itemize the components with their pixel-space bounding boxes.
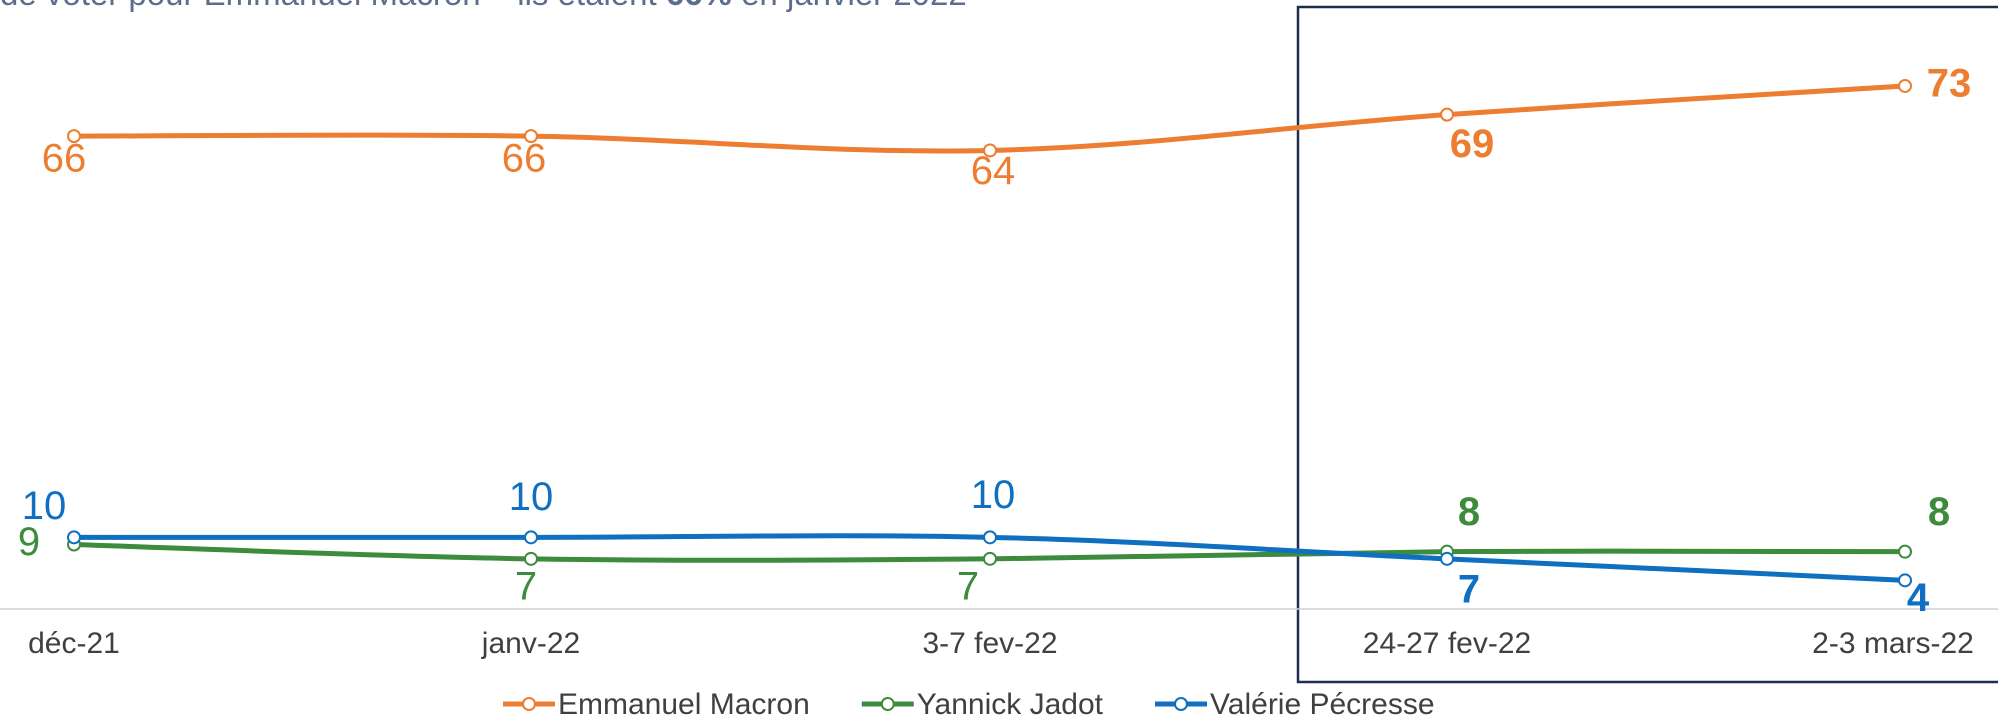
x-tick-label: 24-27 fev-22 — [1363, 627, 1531, 660]
series-line — [73, 83, 1906, 154]
subtitle-part: en janvier 2022 — [732, 0, 967, 12]
value-label: 4 — [1907, 576, 1930, 620]
point-marker — [983, 143, 997, 158]
point-marker — [524, 551, 538, 566]
value-label: 8 — [1458, 490, 1480, 534]
value-label: 64 — [971, 149, 1016, 193]
legend-marker — [1174, 697, 1188, 711]
point-marker — [1898, 573, 1912, 588]
point-marker — [983, 551, 997, 566]
subtitle: de voter pour Emmanuel Macron – ils étai… — [0, 0, 967, 12]
subtitle-highlight: 66% — [666, 0, 732, 12]
value-label: 10 — [971, 473, 1016, 517]
point-marker — [983, 530, 997, 545]
value-label: 10 — [509, 475, 554, 519]
value-label: 69 — [1450, 122, 1495, 166]
point-marker — [1440, 107, 1454, 122]
highlight-box — [1296, 5, 1998, 684]
value-label: 66 — [42, 137, 87, 181]
value-label: 7 — [515, 564, 537, 608]
legend-marker — [880, 697, 895, 711]
value-label: 8 — [1928, 490, 1950, 534]
x-tick-label: 2-3 mars-22 — [1812, 627, 1974, 660]
legend-label: Yannick Jadot — [917, 688, 1104, 720]
value-label: 10 — [22, 484, 67, 528]
x-tick-label: déc-21 — [28, 627, 120, 660]
point-marker — [1898, 544, 1912, 559]
value-label: 7 — [957, 564, 979, 608]
point-marker — [67, 530, 81, 545]
x-tick-label: janv-22 — [481, 627, 580, 660]
point-marker — [1440, 551, 1454, 566]
subtitle-part: de voter pour Emmanuel Macron – ils étai… — [0, 0, 666, 12]
legend-label: Emmanuel Macron — [558, 688, 810, 720]
value-label: 73 — [1927, 62, 1972, 106]
point-marker — [524, 129, 538, 144]
x-tick-label: 3-7 fev-22 — [922, 627, 1057, 660]
value-label: 7 — [1458, 567, 1480, 611]
point-marker — [1898, 78, 1912, 93]
value-label: 66 — [502, 137, 547, 181]
value-label: 9 — [18, 520, 40, 564]
legend-marker — [522, 697, 536, 711]
legend-label: Valérie Pécresse — [1210, 688, 1435, 720]
point-marker — [524, 530, 538, 545]
point-marker — [67, 129, 81, 144]
